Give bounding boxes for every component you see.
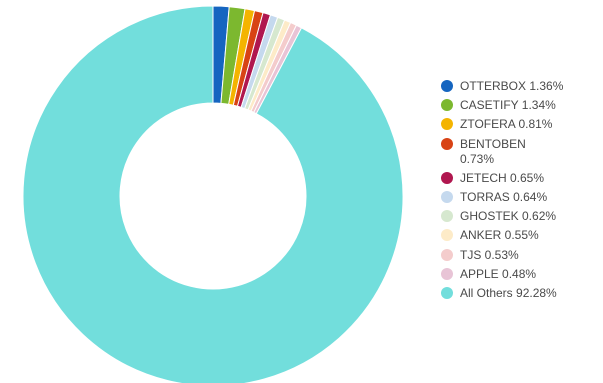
legend-label: GHOSTEK 0.62% — [460, 209, 557, 224]
legend-label: APPLE 0.48% — [460, 266, 537, 281]
legend-swatch — [441, 248, 453, 261]
legend-swatch — [441, 137, 453, 150]
legend-swatch — [441, 171, 453, 184]
legend-label: BENTOBEN 0.73% — [460, 136, 526, 166]
legend-item: GHOSTEK 0.62% — [441, 209, 596, 224]
legend-item: TORRAS 0.64% — [441, 190, 596, 205]
legend-swatch — [441, 286, 453, 299]
legend-swatch — [441, 190, 453, 203]
legend-label: CASETIFY 1.34% — [460, 98, 556, 113]
legend-item: TJS 0.53% — [441, 248, 596, 263]
legend-item: All Others 92.28% — [441, 286, 596, 301]
legend-item: ZTOFERA 0.81% — [441, 117, 596, 132]
legend-swatch — [441, 210, 453, 223]
legend-label: TORRAS 0.64% — [460, 189, 548, 204]
legend-swatch — [441, 229, 453, 242]
legend-item: ANKER 0.55% — [441, 228, 596, 243]
legend-item: CASETIFY 1.34% — [441, 98, 596, 113]
legend-item: OTTERBOX 1.36% — [441, 79, 596, 94]
legend-item: APPLE 0.48% — [441, 267, 596, 282]
chart-legend: OTTERBOX 1.36% CASETIFY 1.34% ZTOFERA 0.81… — [441, 79, 596, 305]
legend-swatch — [441, 118, 453, 131]
legend-label: JETECH 0.65% — [460, 170, 545, 185]
legend-item: JETECH 0.65% — [441, 171, 596, 186]
legend-swatch — [441, 99, 453, 112]
legend-label: All Others 92.28% — [460, 285, 557, 300]
legend-label: TJS 0.53% — [460, 247, 519, 262]
legend-label: ANKER 0.55% — [460, 228, 539, 243]
slice-all-others — [22, 5, 404, 383]
legend-label: ZTOFERA 0.81% — [460, 117, 553, 132]
legend-item: BENTOBEN 0.73% — [441, 137, 596, 167]
legend-swatch — [441, 80, 453, 92]
legend-swatch — [441, 267, 453, 280]
legend-label: OTTERBOX 1.36% — [460, 79, 564, 93]
